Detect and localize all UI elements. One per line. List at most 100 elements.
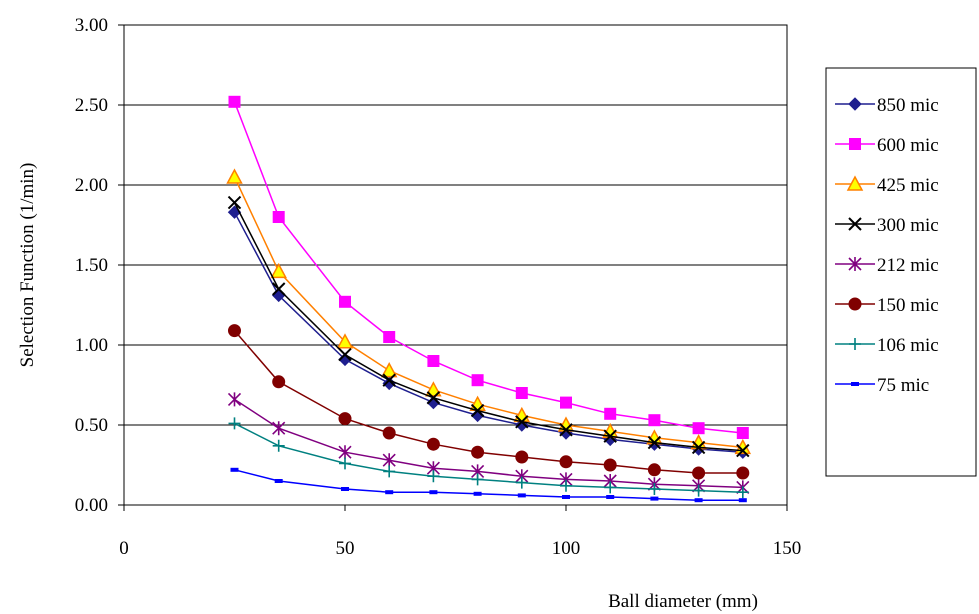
marker-star [227, 392, 242, 407]
marker-square [648, 414, 661, 427]
legend-label: 425 mic [877, 175, 939, 196]
marker-circle [647, 463, 661, 477]
series-group [226, 95, 752, 503]
marker-plus [692, 484, 705, 497]
marker-plus [849, 338, 861, 350]
marker-dash [473, 491, 482, 496]
legend-label: 150 mic [877, 295, 939, 316]
series-line [233, 101, 743, 434]
marker-square [692, 422, 705, 435]
marker-star [848, 257, 862, 271]
legend-item: 106 mic [835, 335, 939, 356]
series-line [233, 176, 743, 449]
marker-triangle [380, 362, 398, 378]
marker-star [272, 421, 286, 436]
x-tick-label: 50 [336, 538, 355, 559]
marker-circle [736, 466, 750, 480]
legend-item: 600 mic [835, 135, 939, 156]
y-tick-label: 0.50 [75, 415, 108, 436]
marker-plus [560, 479, 572, 492]
legend-label: 75 mic [877, 375, 929, 396]
marker-square [339, 295, 351, 308]
marker-x [515, 415, 529, 429]
marker-circle [471, 445, 485, 459]
legend-label: 300 mic [877, 215, 939, 236]
series-300-mic [227, 195, 750, 458]
marker-dash [341, 487, 349, 491]
marker-plus [648, 483, 661, 495]
marker-x [691, 440, 706, 455]
marker-x [848, 217, 862, 231]
x-axis-title: Ball diameter (mm) [608, 591, 758, 612]
marker-dash [562, 495, 570, 499]
marker-circle [559, 455, 573, 469]
y-tick-label: 2.00 [75, 175, 108, 196]
marker-x [426, 391, 441, 405]
legend-item: 300 mic [835, 215, 939, 236]
marker-circle [515, 450, 529, 464]
marker-circle [272, 375, 286, 389]
y-tick-label: 1.00 [75, 335, 108, 356]
marker-plus [339, 457, 351, 470]
legend-label: 106 mic [877, 335, 939, 356]
marker-x [647, 435, 662, 450]
marker-plus [736, 486, 749, 499]
series-line [233, 330, 743, 474]
gridlines [124, 104, 787, 426]
marker-dash [274, 479, 283, 483]
marker-dash [230, 467, 239, 472]
marker-dash [385, 490, 394, 495]
x-tick-label: 150 [773, 538, 802, 559]
marker-triangle [425, 381, 442, 397]
series-425-mic [226, 168, 752, 455]
series-line [234, 398, 743, 489]
marker-x [470, 403, 485, 418]
y-tick-label: 0.00 [75, 495, 108, 516]
marker-circle [692, 466, 706, 480]
series-line [233, 202, 743, 452]
marker-triangle [846, 175, 864, 191]
y-tick-label: 2.50 [75, 95, 108, 116]
marker-square [515, 387, 528, 399]
marker-plus [228, 417, 241, 430]
marker-plus [471, 473, 484, 486]
marker-square [849, 138, 861, 150]
marker-square [272, 211, 285, 223]
x-tick-label: 100 [552, 538, 581, 559]
series-600-mic [228, 95, 749, 439]
x-tick-label: 0 [119, 538, 129, 559]
marker-triangle [336, 333, 354, 349]
marker-diamond [848, 97, 862, 111]
marker-circle [848, 297, 862, 311]
series-line [233, 211, 743, 453]
marker-x [227, 195, 242, 210]
legend-item: 150 mic [835, 295, 939, 316]
legend-label: 850 mic [877, 95, 939, 116]
legend-item: 75 mic [835, 375, 929, 396]
legend: 850 mic 600 mic 425 mic 300 mic 212 mic 150 m… [825, 67, 977, 477]
series-106-mic [228, 417, 749, 499]
marker-dash [738, 498, 747, 503]
marker-square [228, 95, 241, 108]
marker-circle [228, 324, 241, 338]
legend-label: 212 mic [877, 255, 939, 276]
y-tick-label: 3.00 [75, 15, 108, 36]
marker-triangle [469, 395, 486, 411]
series-75-mic [230, 467, 747, 503]
marker-dash [650, 496, 659, 501]
marker-x [736, 443, 750, 458]
legend-item: 425 mic [835, 175, 939, 196]
marker-circle [338, 412, 352, 426]
marker-x [338, 347, 352, 362]
marker-x [559, 423, 573, 437]
series-150-mic [228, 324, 750, 480]
marker-dash [606, 495, 615, 499]
marker-circle [603, 458, 617, 472]
series-850-mic [227, 205, 750, 459]
marker-x [382, 373, 396, 387]
marker-square [736, 427, 749, 439]
marker-plus [427, 470, 440, 483]
marker-dash [517, 493, 526, 498]
marker-square [427, 355, 440, 367]
